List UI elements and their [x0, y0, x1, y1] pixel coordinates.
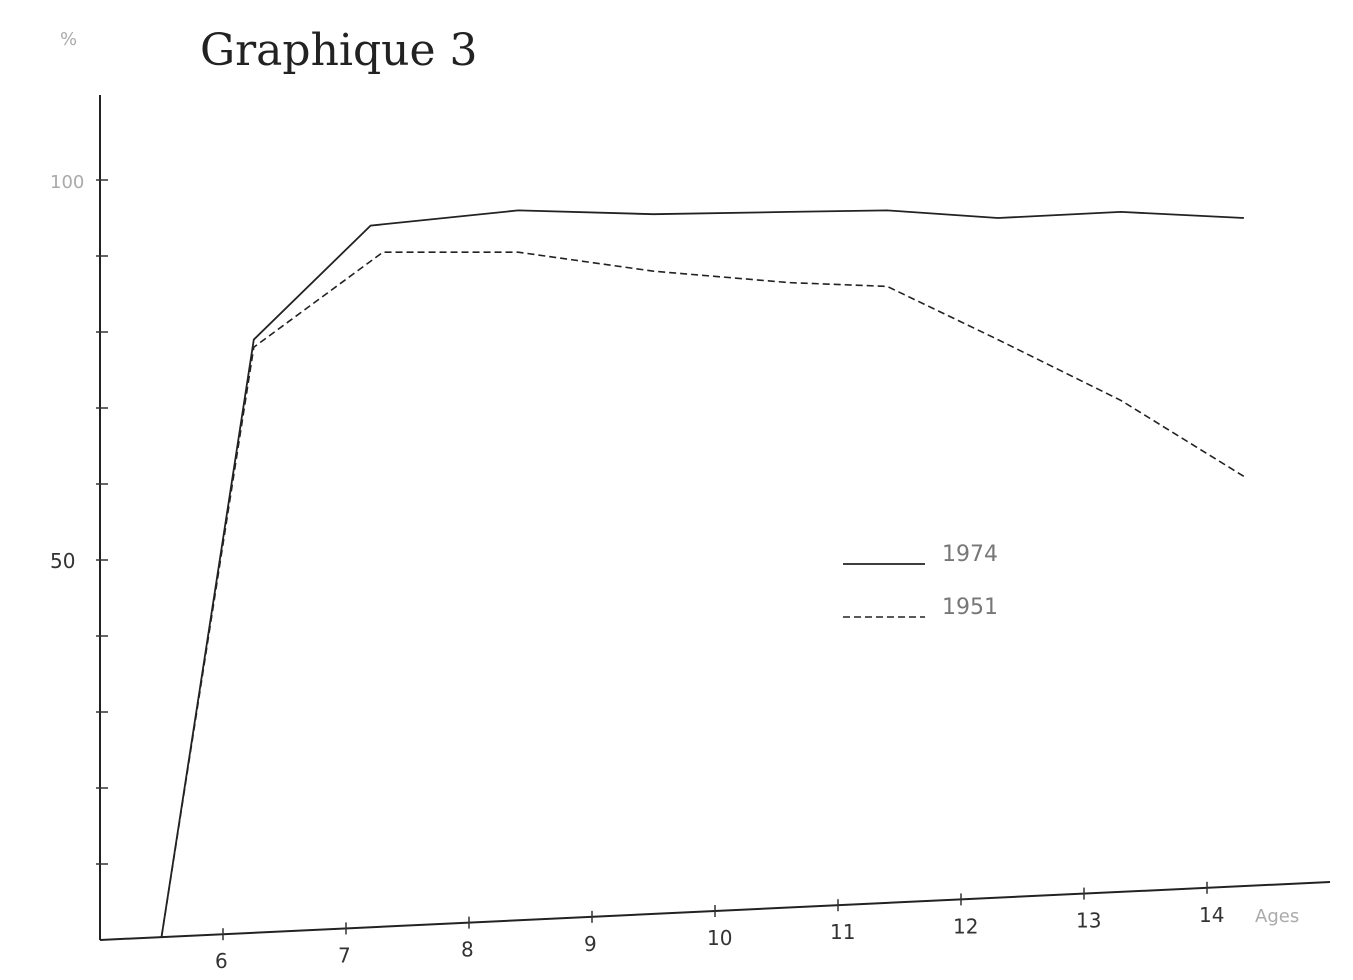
y-tick-label: 50	[50, 549, 75, 573]
x-tick-label: 13	[1076, 909, 1101, 933]
x-tick-label: 14	[1199, 903, 1224, 927]
x-tick-label: 6	[215, 949, 228, 973]
series-line-1951	[160, 251, 1245, 938]
legend-label-1974: 1974	[942, 542, 998, 567]
x-tick-label: 10	[707, 926, 732, 950]
x-tick-label: 7	[338, 943, 351, 967]
series-line-1974	[160, 209, 1244, 938]
chart-title: Graphique 3	[200, 25, 478, 76]
y-tick-label: 100	[50, 172, 84, 193]
x-axis-label: Ages	[1255, 906, 1299, 927]
legend-label-1951: 1951	[942, 595, 998, 620]
x-tick-label: 8	[461, 938, 474, 962]
x-tick-label: 11	[830, 920, 855, 944]
x-tick-label: 12	[953, 914, 978, 938]
y-axis-label: %	[60, 29, 77, 50]
x-tick-label: 9	[584, 932, 597, 956]
legend: 1974 1951	[843, 542, 998, 620]
